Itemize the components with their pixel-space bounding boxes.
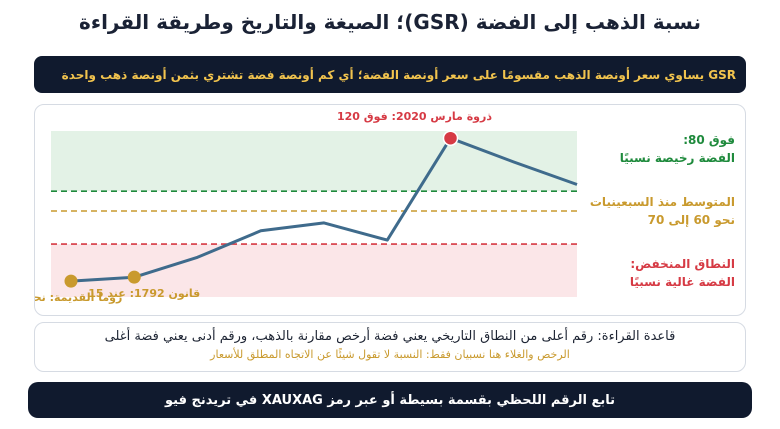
mid-zone-label: المتوسط منذ السبعينيات نحو 60 إلى 70 [590,193,735,229]
formula-text: GSR يساوي سعر أونصة الذهب مقسومًا على سع… [61,67,736,82]
high-zone-desc: الفضة رخيصة نسبيًا [619,151,735,165]
reading-rule-box: قاعدة القراءة: رقم أعلى من النطاق التاري… [34,322,746,372]
footer-banner: تابع الرقم اللحظي بقسمة بسيطة أو عبر رمز… [28,382,752,418]
rome-point [64,274,78,288]
peak-2020-point [442,130,459,146]
high-zone-title: فوق 80: [683,133,735,147]
low-zone-title: النطاق المنخفض: [630,257,735,271]
low-zone-band [51,244,577,297]
law-1792-point [127,270,141,284]
low-zone-label: النطاق المنخفض: الفضة غالية نسبيًا [630,255,735,291]
reading-rule-note: الرخص والغلاء هنا نسبيان فقط: النسبة لا … [210,348,570,361]
low-zone-desc: الفضة غالية نسبيًا [629,275,735,289]
high-zone-label: فوق 80: الفضة رخيصة نسبيًا [620,131,735,167]
high-zone-band [51,131,577,192]
reading-rule-main: قاعدة القراءة: رقم أعلى من النطاق التاري… [104,329,676,344]
gsr-chart: روما القديمة: نحو 12 قانون 1792: عند 15 … [35,110,578,304]
mid-zone-title: المتوسط منذ السبعينيات [589,195,735,209]
rome-annotation: روما القديمة: نحو 12 [35,291,122,304]
page-title: نسبة الذهب إلى الفضة (GSR)؛ الصيغة والتا… [79,10,701,34]
law-1792-annotation: قانون 1792: عند 15 [88,287,200,300]
formula-banner: GSR يساوي سعر أونصة الذهب مقسومًا على سع… [34,56,746,93]
peak-2020-annotation: ذروة مارس 2020: فوق 120 [337,110,492,123]
chart-panel: روما القديمة: نحو 12 قانون 1792: عند 15 … [34,104,746,316]
gsr-series-line [70,136,578,283]
mid-zone-desc: نحو 60 إلى 70 [647,213,735,227]
footer-text: تابع الرقم اللحظي بقسمة بسيطة أو عبر رمز… [165,392,615,408]
